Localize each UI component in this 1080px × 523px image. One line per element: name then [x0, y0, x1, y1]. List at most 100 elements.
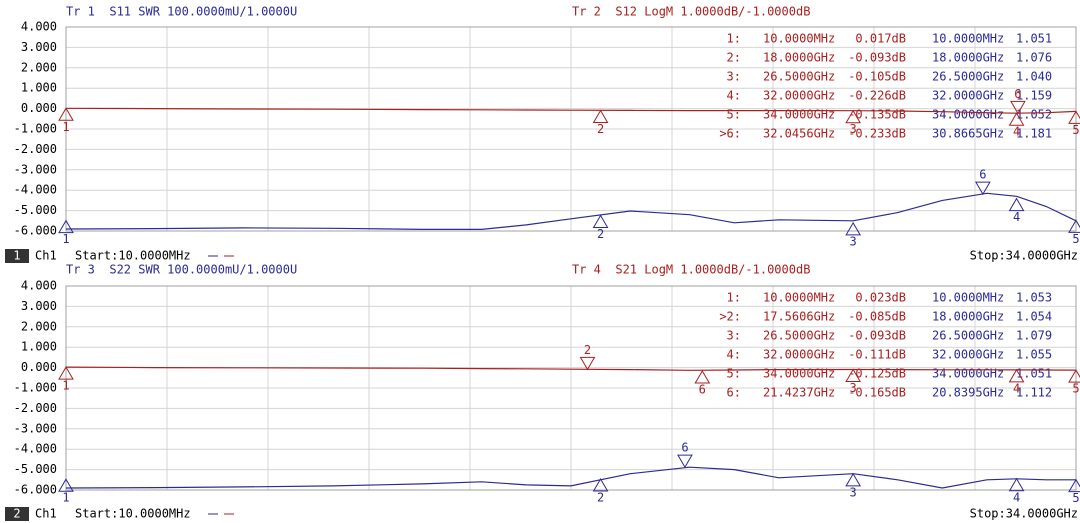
marker-freq: 26.5000GHz: [763, 70, 835, 84]
y-tick-label: 3.000: [21, 40, 57, 54]
marker-freq: 26.5000GHz: [932, 329, 1004, 343]
marker: [1008, 197, 1025, 212]
marker-freq: 17.5606GHz: [763, 310, 835, 324]
marker-freq: 10.0000MHz: [763, 32, 835, 46]
marker-freq: 32.0000GHz: [763, 89, 835, 103]
marker-value: 1.159: [1016, 89, 1052, 103]
marker-freq: 10.0000MHz: [932, 32, 1004, 46]
marker-id: 6: [681, 441, 688, 455]
marker-row-id: 4:: [727, 89, 741, 103]
marker-freq: 32.0000GHz: [763, 348, 835, 362]
start-freq: Start:10.0000MHz: [75, 507, 191, 521]
marker-id: 5: [1072, 382, 1079, 396]
marker-freq: 26.5000GHz: [763, 329, 835, 343]
marker-value: 1.052: [1016, 108, 1052, 122]
channel-badge-box: [5, 249, 29, 263]
y-tick-label: -1.000: [14, 381, 57, 395]
y-tick-label: 0.000: [21, 360, 57, 374]
marker-id: 6: [699, 382, 706, 396]
y-tick-label: -5.000: [14, 203, 57, 217]
marker-freq: 32.0456GHz: [763, 127, 835, 141]
trace: [65, 466, 1076, 489]
trace: [65, 107, 1077, 114]
stop-freq: Stop:34.0000GHz: [970, 507, 1078, 521]
marker-id: 1: [62, 232, 69, 246]
y-tick-label: 1.000: [21, 81, 57, 95]
marker-row-id: 6:: [727, 386, 741, 400]
trace: [65, 192, 1077, 230]
marker-id: 4: [1013, 210, 1020, 224]
marker-id: 2: [597, 122, 604, 136]
y-tick-label: -5.000: [14, 462, 57, 476]
y-tick-label: 2.000: [21, 319, 57, 333]
marker-id: 5: [1072, 232, 1079, 246]
trace-header: Tr 3 S22 SWR 100.0000mU/1.0000U: [66, 263, 297, 277]
y-tick-label: 4.000: [21, 20, 57, 34]
marker-value: -0.105dB: [848, 70, 906, 84]
marker-value: 1.112: [1016, 386, 1052, 400]
marker-id: 2: [597, 490, 604, 504]
marker-value: -0.233dB: [848, 127, 906, 141]
marker-id: 3: [850, 122, 857, 136]
marker-id: 3: [850, 381, 857, 395]
marker-value: 1.054: [1016, 310, 1052, 324]
marker: [58, 107, 74, 121]
marker: [1008, 368, 1025, 383]
marker-value: 1.053: [1016, 291, 1052, 305]
marker: [845, 368, 862, 382]
marker-id: 1: [62, 491, 69, 505]
y-tick-label: -6.000: [14, 224, 57, 238]
marker: [1008, 112, 1025, 126]
marker: [845, 472, 862, 487]
start-freq: Start:10.0000MHz: [75, 249, 191, 263]
marker: [694, 369, 711, 384]
marker-value: 1.055: [1016, 348, 1052, 362]
y-tick-label: -3.000: [14, 421, 57, 435]
marker-id: 3: [850, 234, 857, 248]
marker-row-id: >6:: [719, 127, 741, 141]
marker: [592, 214, 609, 228]
marker-value: 1.040: [1016, 70, 1052, 84]
y-tick-label: -4.000: [14, 183, 57, 197]
y-tick-label: -6.000: [14, 483, 57, 497]
trace-header: Tr 1 S11 SWR 100.0000mU/1.0000U: [66, 5, 297, 19]
y-tick-label: 3.000: [21, 299, 57, 313]
marker-freq: 10.0000MHz: [763, 291, 835, 305]
marker: [1068, 110, 1080, 124]
marker-value: 1.181: [1016, 127, 1052, 141]
marker-id: 4: [1013, 381, 1020, 395]
marker-freq: 34.0000GHz: [763, 367, 835, 381]
marker-value: 1.051: [1016, 32, 1052, 46]
marker-row-id: >2:: [719, 310, 741, 324]
channel-badge: 2: [13, 507, 20, 521]
marker-value: 0.017dB: [855, 32, 906, 46]
marker: [592, 477, 609, 492]
marker-id: 2: [597, 227, 604, 241]
plot-frame: [65, 26, 1077, 232]
marker-value: -0.135dB: [848, 108, 906, 122]
marker-freq: 26.5000GHz: [932, 70, 1004, 84]
y-tick-label: 4.000: [21, 279, 57, 293]
marker-value: -0.165dB: [848, 386, 906, 400]
marker: [58, 366, 74, 380]
marker-value: 1.079: [1016, 329, 1052, 343]
marker-value: 1.076: [1016, 51, 1052, 65]
marker-freq: 34.0000GHz: [763, 108, 835, 122]
marker: [592, 109, 609, 123]
marker: [845, 221, 862, 236]
marker-row-id: 2:: [727, 51, 741, 65]
marker-value: -0.093dB: [848, 51, 906, 65]
trace: [65, 366, 1077, 371]
marker-value: -0.226dB: [848, 89, 906, 103]
marker-id: 1: [62, 379, 69, 393]
marker-row-id: 4:: [727, 348, 741, 362]
marker-id: 4: [1013, 125, 1020, 139]
marker-id: 6: [1014, 87, 1021, 101]
marker-freq: 18.0000GHz: [763, 51, 835, 65]
marker-id: 3: [850, 485, 857, 499]
marker: [845, 109, 862, 124]
marker-value: -0.085dB: [848, 310, 906, 324]
marker-freq: 32.0000GHz: [932, 348, 1004, 362]
marker-id: 2: [584, 343, 591, 357]
